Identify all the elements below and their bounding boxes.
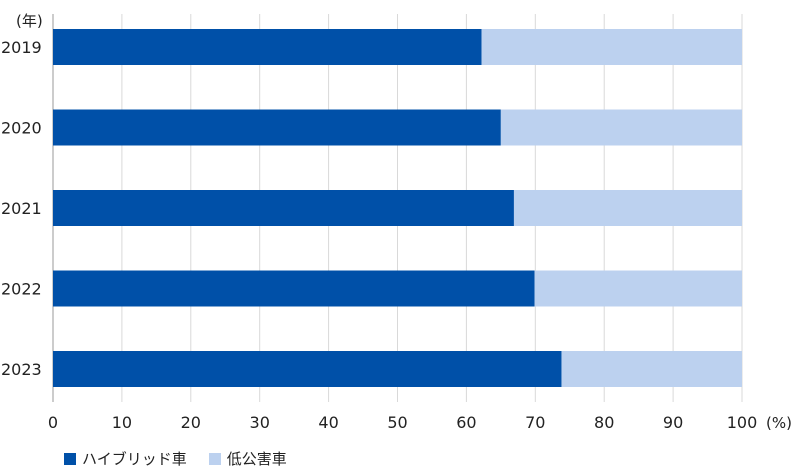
bar-2021-series-1 bbox=[513, 190, 742, 226]
legend-item-hybrid: ハイブリッド車 bbox=[64, 448, 187, 469]
category-label-2019: 2019 bbox=[1, 38, 42, 57]
bars bbox=[53, 29, 742, 387]
bar-2019-series-0 bbox=[53, 29, 482, 65]
legend-label-low-emission: 低公害車 bbox=[226, 450, 287, 468]
x-tick-label-40: 40 bbox=[318, 413, 338, 432]
bar-2023-series-0 bbox=[53, 351, 562, 387]
bar-2020-series-1 bbox=[500, 109, 742, 146]
legend-swatch-low-emission bbox=[208, 452, 221, 465]
x-tick-label-70: 70 bbox=[525, 413, 545, 432]
legend-label-hybrid: ハイブリッド車 bbox=[82, 450, 187, 468]
legend: ハイブリッド車 低公害車 bbox=[64, 448, 309, 469]
y-axis-unit-label: (年) bbox=[16, 12, 43, 30]
bar-2019-series-1 bbox=[481, 29, 742, 65]
x-tick-label-20: 20 bbox=[181, 413, 201, 432]
x-tick-label-80: 80 bbox=[594, 413, 614, 432]
bar-2022-series-0 bbox=[53, 270, 535, 307]
bar-2021-series-0 bbox=[53, 190, 514, 226]
axes: 0 10 20 30 40 50 60 70 80 90 100 (%) (年) 2019 2020 2021… bbox=[1, 12, 792, 432]
x-axis-unit-label: (%) bbox=[766, 414, 792, 432]
x-tick-label-50: 50 bbox=[387, 413, 407, 432]
legend-item-low-emission: 低公害車 bbox=[208, 448, 287, 469]
category-label-2022: 2022 bbox=[1, 280, 42, 299]
bar-2023-series-1 bbox=[561, 351, 742, 387]
x-tick-label-10: 10 bbox=[112, 413, 132, 432]
category-label-2023: 2023 bbox=[1, 360, 42, 379]
x-tick-label-60: 60 bbox=[456, 413, 476, 432]
x-tick-label-30: 30 bbox=[250, 413, 270, 432]
category-label-2020: 2020 bbox=[1, 119, 42, 138]
x-tick-label-0: 0 bbox=[48, 413, 58, 432]
legend-swatch-hybrid bbox=[64, 452, 76, 465]
bar-2020-series-0 bbox=[53, 109, 501, 146]
category-label-2021: 2021 bbox=[1, 199, 42, 218]
x-tick-label-90: 90 bbox=[663, 413, 683, 432]
x-tick-label-100: 100 bbox=[727, 413, 758, 432]
bar-2022-series-1 bbox=[534, 270, 742, 307]
